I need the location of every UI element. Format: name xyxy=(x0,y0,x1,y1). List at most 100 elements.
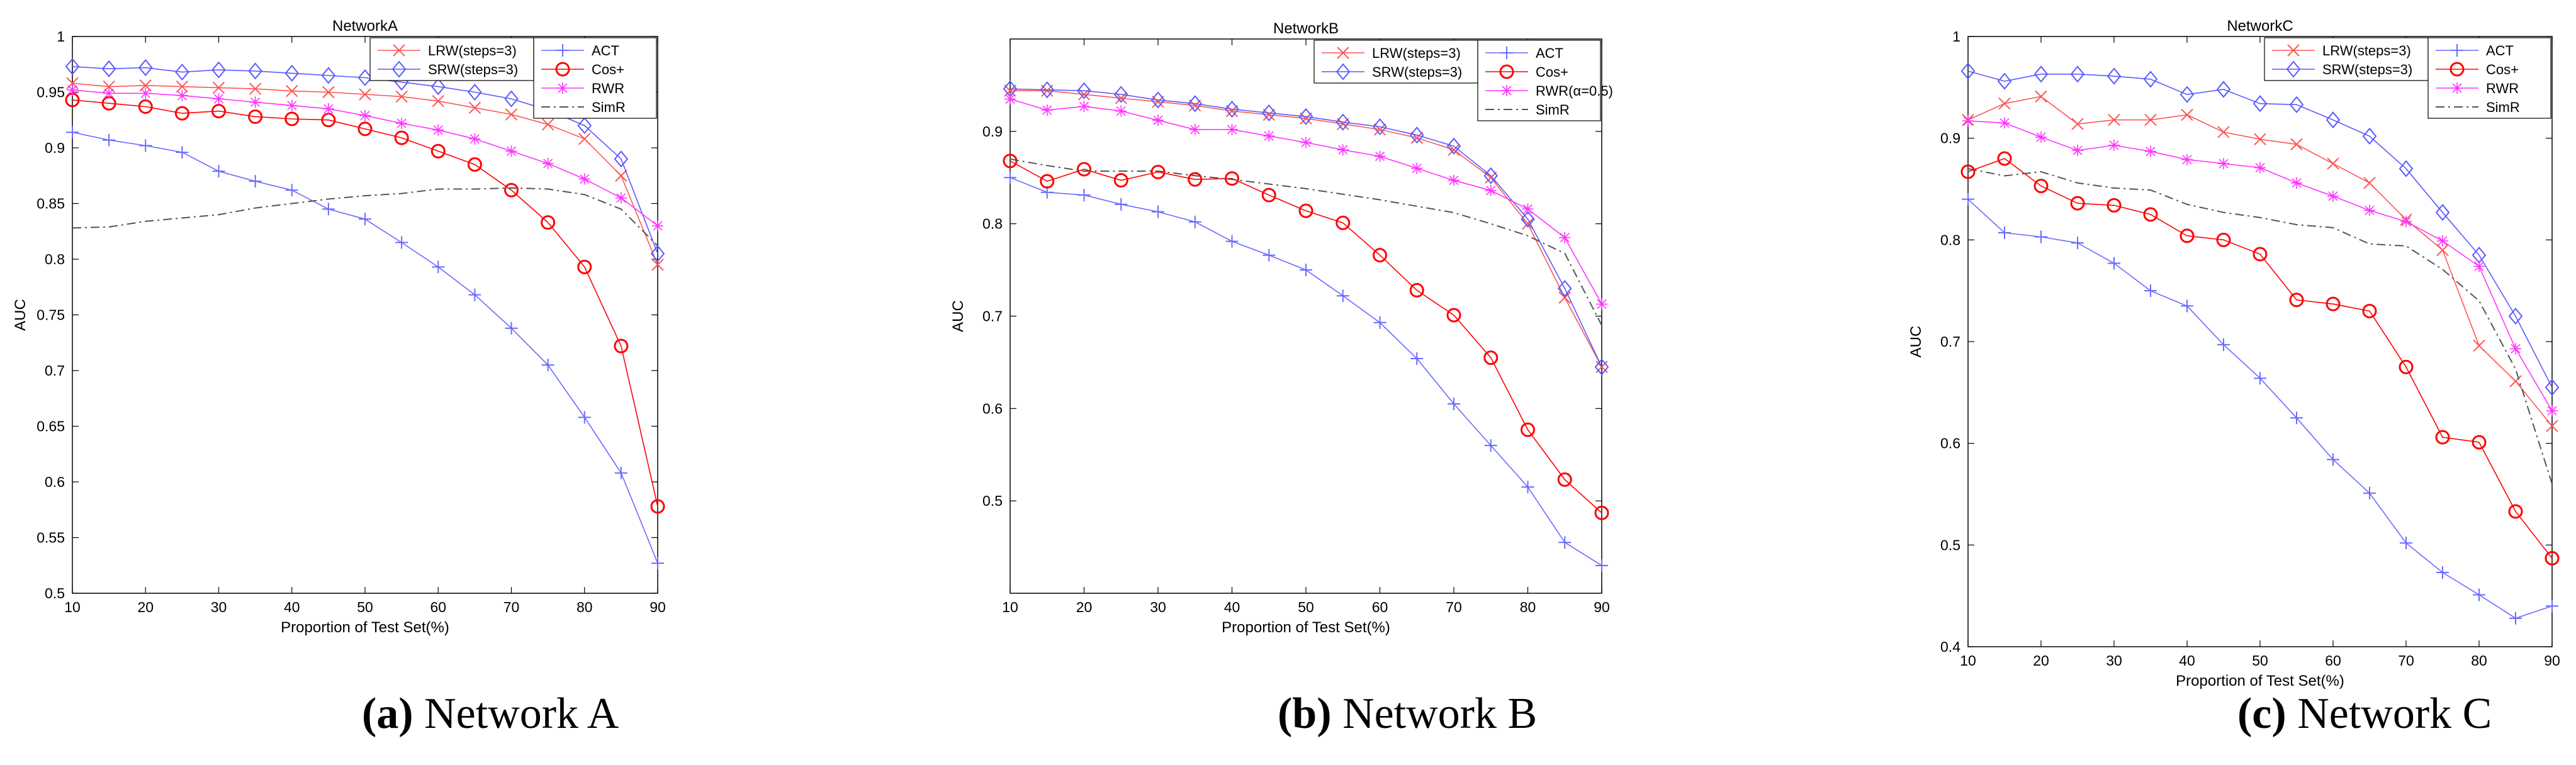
plot-frame xyxy=(1010,38,1602,594)
data-point xyxy=(359,213,371,226)
series-line xyxy=(1010,88,1602,367)
legend-label: ACT xyxy=(2486,43,2514,59)
data-point xyxy=(1521,422,1535,437)
data-point xyxy=(430,143,446,159)
data-point xyxy=(2437,235,2448,247)
data-point xyxy=(1152,96,1164,108)
data-point xyxy=(1485,184,1497,196)
data-point xyxy=(1041,104,1053,116)
legend-label: RWR xyxy=(2486,81,2519,96)
data-point xyxy=(2033,179,2049,194)
data-point xyxy=(2035,230,2047,243)
legend-marker xyxy=(1501,85,1512,96)
data-point xyxy=(2071,237,2084,250)
data-point xyxy=(1337,118,1349,130)
data-point xyxy=(284,64,300,82)
data-point xyxy=(2326,111,2341,129)
data-point xyxy=(2035,90,2047,103)
series-line xyxy=(1967,70,2553,388)
data-point xyxy=(1225,235,1239,248)
series-line xyxy=(1967,168,2553,484)
caption-b-label: (b) xyxy=(1278,690,1332,738)
data-point xyxy=(66,77,79,90)
series-line xyxy=(1967,158,2553,559)
y-tick-label: 1 xyxy=(1952,28,1960,45)
data-point xyxy=(1559,232,1571,243)
data-point xyxy=(2071,118,2084,130)
x-tick-label: 80 xyxy=(577,599,593,615)
x-axis-label: Proportion of Test Set(%) xyxy=(281,619,449,636)
legend-box-left xyxy=(1313,40,1478,84)
data-point xyxy=(1594,358,1609,376)
data-point xyxy=(249,82,262,95)
y-tick-label: 0.95 xyxy=(37,84,65,101)
data-point xyxy=(174,106,189,121)
x-tick-label: 70 xyxy=(2398,652,2414,669)
data-point xyxy=(468,288,481,301)
data-point xyxy=(1960,62,1976,80)
legend-box-left xyxy=(369,37,534,81)
data-point xyxy=(2179,86,2195,103)
data-point xyxy=(2289,293,2304,308)
data-point xyxy=(615,192,627,204)
data-point xyxy=(212,165,225,178)
data-point xyxy=(395,90,408,103)
data-point xyxy=(322,86,335,99)
data-point xyxy=(2033,65,2049,83)
data-point xyxy=(577,117,592,135)
data-point xyxy=(357,69,373,87)
legend-marker xyxy=(393,44,405,57)
data-point xyxy=(2108,257,2120,270)
data-point xyxy=(2545,550,2560,566)
data-point xyxy=(396,118,408,130)
x-tick-label: 50 xyxy=(2252,652,2268,669)
data-point xyxy=(321,67,336,84)
y-tick-label: 0.8 xyxy=(1940,232,1960,248)
caption-b: (b) Network B xyxy=(1278,689,1537,739)
data-point xyxy=(1115,198,1128,211)
y-tick-label: 0.5 xyxy=(45,585,65,601)
data-point xyxy=(1521,210,1535,228)
plot-frame xyxy=(1967,36,2553,647)
x-tick-label: 20 xyxy=(1076,599,1093,615)
data-point xyxy=(1263,130,1275,142)
x-tick-label: 60 xyxy=(1372,599,1388,615)
data-point xyxy=(1446,137,1461,155)
y-axis-label: AUC xyxy=(950,300,967,332)
data-point xyxy=(2436,243,2449,257)
data-point xyxy=(505,108,518,121)
data-point xyxy=(1300,137,1312,148)
legend-label: LRW(steps=3) xyxy=(428,43,517,59)
data-point xyxy=(103,133,116,147)
data-point xyxy=(1374,150,1386,162)
y-axis-label: AUC xyxy=(1908,326,1925,358)
x-tick-label: 30 xyxy=(211,599,227,615)
legend: LRW(steps=3) SRW(steps=3) ACT Cos+ RWR(α=0.5… xyxy=(1313,40,1613,121)
legend-box-right xyxy=(533,37,657,119)
data-point xyxy=(1373,316,1386,329)
data-point xyxy=(2436,566,2449,579)
data-point xyxy=(1225,104,1239,118)
data-point xyxy=(2364,204,2375,216)
x-tick-label: 60 xyxy=(430,599,446,615)
legend-box-right xyxy=(2427,37,2551,119)
data-point xyxy=(1188,95,1203,113)
data-point xyxy=(2217,338,2230,351)
data-point xyxy=(614,338,629,354)
data-point xyxy=(2072,145,2083,157)
data-point xyxy=(2362,304,2377,318)
data-point xyxy=(468,83,482,101)
data-point xyxy=(2144,113,2157,126)
data-point xyxy=(67,84,78,96)
legend-label: ACT xyxy=(1536,45,1563,61)
data-point xyxy=(578,173,590,185)
y-tick-label: 0.9 xyxy=(45,140,65,156)
series-cos- xyxy=(1003,154,1609,520)
data-point xyxy=(2327,190,2339,202)
data-point xyxy=(1004,171,1016,184)
data-point xyxy=(1263,108,1275,121)
data-point xyxy=(1077,189,1091,202)
data-point xyxy=(2253,247,2268,262)
legend-marker xyxy=(555,62,570,77)
data-point xyxy=(2546,405,2558,416)
